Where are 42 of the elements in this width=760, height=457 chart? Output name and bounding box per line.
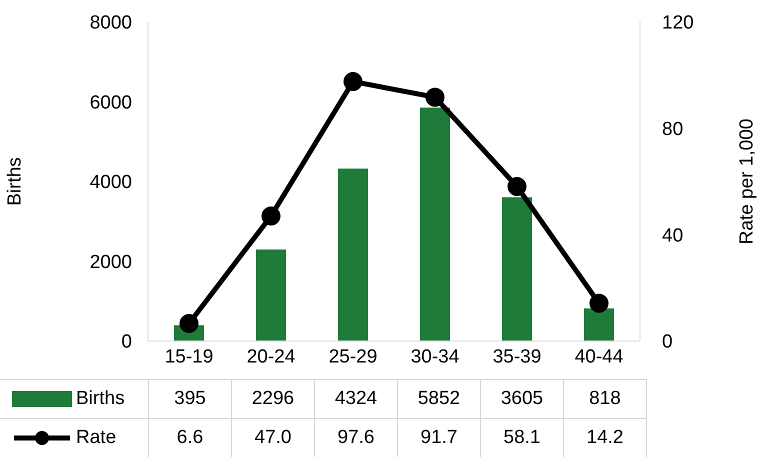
bar xyxy=(338,168,368,341)
data-label: 97.6 xyxy=(314,419,397,457)
data-label: 395 xyxy=(148,380,231,418)
data-label: 91.7 xyxy=(397,419,480,457)
x-tick-label: 15-19 xyxy=(164,346,214,368)
x-tick-label: 20-24 xyxy=(246,346,296,368)
point xyxy=(590,294,608,313)
data-label: 818 xyxy=(563,380,646,418)
data-label: 3605 xyxy=(480,380,563,418)
x-tick-label: 30-34 xyxy=(410,346,460,368)
y2-tick-label: 80 xyxy=(662,119,684,140)
bar xyxy=(502,197,532,341)
data-label: 58.1 xyxy=(480,419,563,457)
data-label: 47.0 xyxy=(231,419,314,457)
point xyxy=(508,177,526,196)
y2-tick-label: 0 xyxy=(662,332,673,353)
point xyxy=(262,206,280,226)
bar xyxy=(420,108,450,341)
bar xyxy=(584,308,614,341)
x-tick-label: 35-39 xyxy=(492,346,542,368)
y-tick-label: 4000 xyxy=(90,172,132,194)
y-tick-label: 2000 xyxy=(90,252,132,273)
legend-label: Rate xyxy=(76,427,116,449)
data-label: 5852 xyxy=(397,380,480,418)
data-label: 14.2 xyxy=(563,419,646,457)
x-tick-label: 25-29 xyxy=(328,346,378,368)
y-axis-title: Births xyxy=(4,157,26,206)
x-tick-label: 40-44 xyxy=(574,346,624,368)
y-tick-label: 0 xyxy=(121,332,132,353)
point xyxy=(426,88,444,107)
y2-tick-label: 120 xyxy=(662,12,694,34)
point xyxy=(344,72,362,92)
y2-axis-title: Rate per 1,000 xyxy=(736,118,758,244)
data-label: 2296 xyxy=(231,380,314,418)
point xyxy=(180,314,198,333)
y2-tick-label: 40 xyxy=(662,225,684,246)
data-label: 6.6 xyxy=(148,419,231,457)
legend-label: Births xyxy=(76,388,125,410)
y-tick-label: 6000 xyxy=(90,92,132,114)
bar xyxy=(256,249,286,341)
y-tick-label: 8000 xyxy=(90,12,132,34)
data-label: 4324 xyxy=(314,380,397,418)
